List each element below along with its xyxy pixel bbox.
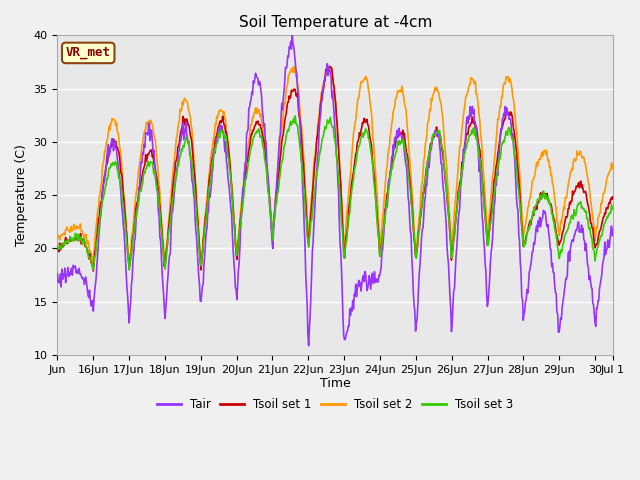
X-axis label: Time: Time: [320, 377, 351, 390]
Legend: Tair, Tsoil set 1, Tsoil set 2, Tsoil set 3: Tair, Tsoil set 1, Tsoil set 2, Tsoil se…: [152, 394, 518, 416]
Text: VR_met: VR_met: [66, 47, 111, 60]
Y-axis label: Temperature (C): Temperature (C): [15, 144, 28, 246]
Title: Soil Temperature at -4cm: Soil Temperature at -4cm: [239, 15, 432, 30]
